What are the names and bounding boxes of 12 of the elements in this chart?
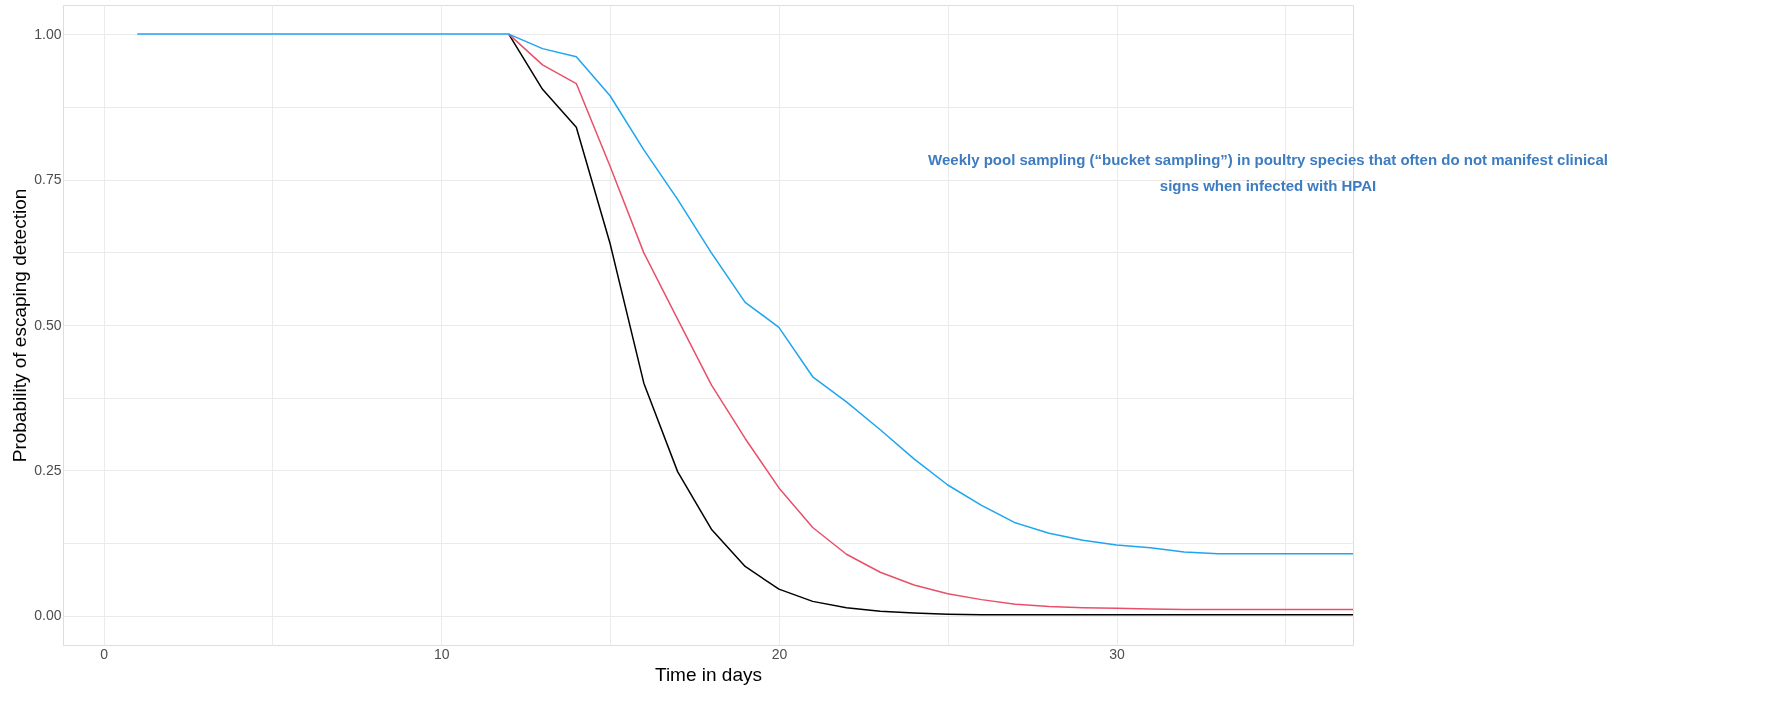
x-tick-label: 0: [100, 645, 109, 662]
y-tick-label: 1.00: [34, 25, 62, 42]
x-tick-label: 10: [433, 645, 450, 662]
y-tick-label: 0.75: [34, 171, 62, 188]
y-axis-title: Probability of escaping detection: [9, 188, 31, 463]
y-tick-label: 0.50: [34, 316, 62, 333]
y-tick-label: 0.25: [34, 461, 62, 478]
y-tick-label: 0.00: [34, 607, 62, 624]
x-tick-label: 20: [771, 645, 788, 662]
annotation: Weekly pool sampling (“bucket sampling”) in poultry species that often do not manifest clinical signs when infected with HPAI: [928, 151, 1608, 194]
x-axis-title: Time in days: [655, 663, 762, 685]
x-tick-label: 30: [1109, 645, 1126, 662]
